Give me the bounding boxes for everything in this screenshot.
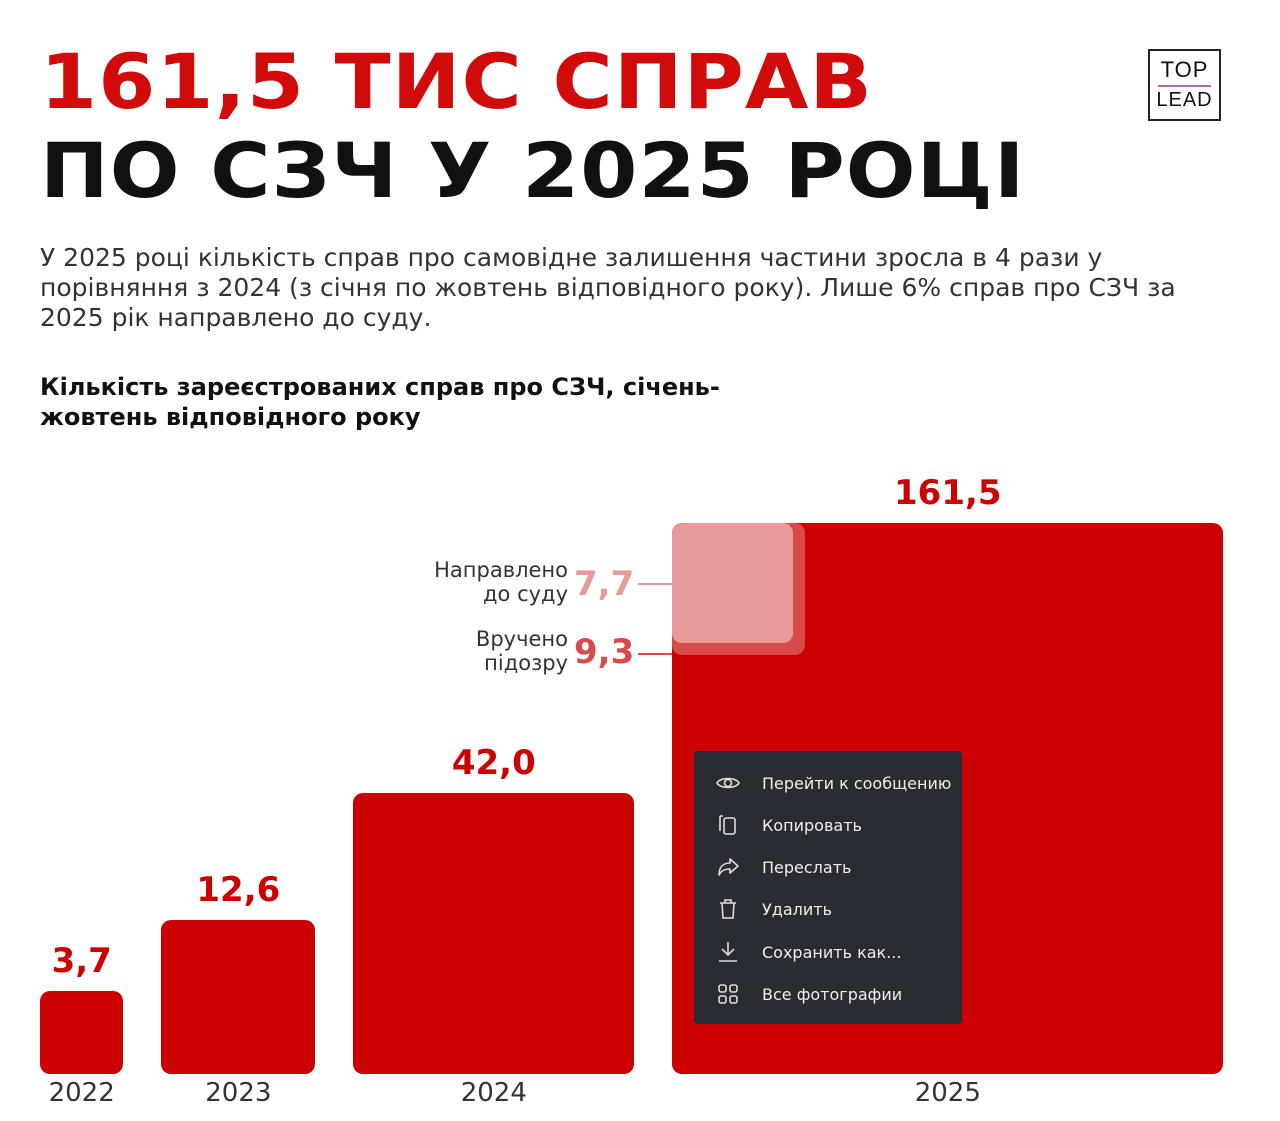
annotation-suspicion: Вручено підозру [400,627,568,675]
menu-item-save-as[interactable]: Сохранить как... [694,932,962,972]
copy-icon [719,815,736,835]
annotation-suspicion-line2: підозру [484,651,568,675]
chart-title: Кількість зареєстрованих справ про СЗЧ, … [40,373,720,431]
annotation-suspicion-value: 9,3 [574,632,635,672]
bar-2023 [161,920,316,1074]
logo-divider [1158,85,1211,87]
menu-item-label: Все фотографии [762,984,903,1004]
annotation-court-value: 7,7 [574,564,635,604]
annotation-court-line2: до суду [483,582,568,606]
inner-square-7,7 [672,523,793,644]
value-label: 161,5 [894,473,1002,513]
annotation-court-line [638,583,672,585]
logo-bottom: LEAD [1156,89,1213,111]
eye-icon [716,777,740,789]
menu-item-label: Перейти к сообщению [762,773,952,793]
menu-item-copy[interactable]: Копировать [694,805,962,845]
forward-icon [718,858,739,876]
menu-item-delete[interactable]: Удалить [694,889,962,929]
bar-2022 [40,990,124,1074]
menu-item-label: Сохранить как... [762,942,902,962]
annotation-suspicion-line [638,653,672,655]
menu-item-label: Копировать [762,815,862,835]
grid-icon [718,984,738,1004]
annotation-court-line1: Направлено [434,558,568,582]
menu-item-all-photos[interactable]: Все фотографии [694,974,962,1014]
title-line-2: ПО СЗЧ У 2025 РОЦІ [40,126,1026,215]
toplead-logo: TOP LEAD [1148,49,1221,121]
trash-icon [720,899,736,919]
value-label: 42,0 [451,743,536,783]
year-label: 2025 [914,1078,981,1108]
description: У 2025 році кількість справ про самовідн… [40,243,1176,332]
year-label: 2024 [460,1078,527,1108]
bar-2024 [353,793,635,1074]
annotation-court: Направлено до суду [400,558,568,606]
title-line-1: 161,5 ТИС СПРАВ [40,37,874,126]
menu-item-go-to-message[interactable]: Перейти к сообщению [694,763,962,803]
value-label: 12,6 [196,870,281,911]
year-label: 2023 [205,1078,272,1108]
menu-item-label: Переслать [762,857,852,877]
download-icon [719,942,737,962]
logo-top: TOP [1160,57,1209,82]
context-menu: Перейти к сообщению Копировать Переслать… [694,751,962,1024]
year-label: 2022 [48,1078,115,1108]
annotation-suspicion-line1: Вручено [475,627,568,651]
menu-item-label: Удалить [762,899,832,919]
menu-item-forward[interactable]: Переслать [694,847,962,887]
value-label: 3,7 [51,940,112,981]
